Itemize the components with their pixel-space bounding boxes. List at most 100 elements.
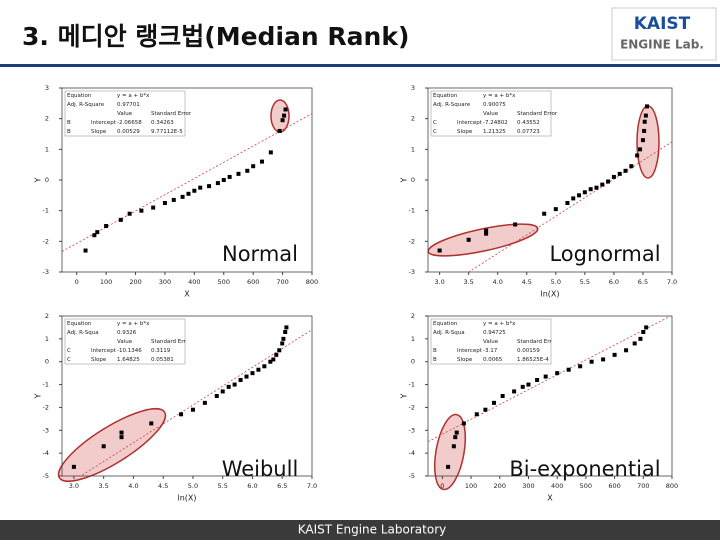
data-point xyxy=(227,174,232,179)
data-point xyxy=(268,150,273,155)
data-point xyxy=(542,211,547,216)
data-point xyxy=(95,230,100,235)
x-tick-label: 3.0 xyxy=(434,278,444,286)
fit-table-cell: y = a + b*x xyxy=(117,321,150,327)
y-tick-label: 0 xyxy=(411,176,415,184)
fit-table-cell: Slope xyxy=(457,129,473,135)
data-point xyxy=(277,128,282,133)
x-tick-label: 5.0 xyxy=(551,278,561,286)
plot-frame xyxy=(427,315,673,477)
data-point xyxy=(280,118,285,123)
fit-table-cell: 0.00159 xyxy=(517,348,540,354)
y-tick-label: -4 xyxy=(409,449,415,457)
header-rule xyxy=(0,64,720,67)
data-point xyxy=(520,384,525,389)
y-tick-label: 2 xyxy=(411,115,415,123)
data-point xyxy=(535,378,540,382)
y-tick-label: -3 xyxy=(43,268,49,276)
data-point xyxy=(451,444,456,449)
fit-table-cell: B xyxy=(67,120,71,126)
fit-table-cell: Value xyxy=(117,339,133,345)
data-point xyxy=(256,367,261,372)
fit-table-cell: Equation xyxy=(433,93,458,99)
data-point xyxy=(543,374,548,379)
highlight xyxy=(636,105,660,179)
y-tick-label: -1 xyxy=(43,207,49,215)
y-tick-label: -5 xyxy=(43,472,49,480)
fit-table-cell: C xyxy=(433,129,437,135)
y-tick-label: 1 xyxy=(45,335,49,343)
data-point xyxy=(638,336,643,341)
data-point xyxy=(571,196,576,201)
y-tick-label: -2 xyxy=(43,237,49,245)
fit-table-cell: Equation xyxy=(433,321,458,327)
y-axis-label: Y xyxy=(34,393,43,399)
logo-box xyxy=(611,7,717,61)
data-point xyxy=(149,421,154,426)
fit-line xyxy=(62,113,312,252)
fit-table-cell: 0.97701 xyxy=(117,102,140,108)
data-point xyxy=(119,435,124,440)
data-point xyxy=(555,371,560,376)
chart-panel: 3.0 3.5 4.0 4.5 5.0 5.5 6.0 6.5 7.0 -3 -2 -1 0 1 2 3 ln(… xyxy=(400,84,678,299)
data-point xyxy=(250,371,255,376)
slide-title: 3. 메디안 랭크법(Median Rank) xyxy=(22,22,409,51)
fit-table-cell: B xyxy=(67,129,71,135)
x-axis-label: ln(X) xyxy=(540,290,559,299)
fit-table-cell: C xyxy=(433,120,437,126)
x-tick-label: 200 xyxy=(494,482,506,490)
data-point xyxy=(644,325,649,330)
x-tick-label: 100 xyxy=(465,482,477,490)
data-point xyxy=(202,400,207,405)
fit-table-cell: 0.34263 xyxy=(151,120,174,126)
data-point xyxy=(198,185,203,190)
x-tick-label: 5.5 xyxy=(218,482,228,490)
y-axis-label: Y xyxy=(34,177,43,183)
data-point xyxy=(632,341,637,346)
data-point xyxy=(282,113,287,118)
fit-table-cell: 1.86525E-4 xyxy=(517,357,549,363)
x-tick-label: 300 xyxy=(522,482,534,490)
data-point xyxy=(162,201,167,205)
data-point xyxy=(589,359,594,364)
fit-table-cell: 0.9326 xyxy=(117,330,137,336)
data-point xyxy=(641,330,646,334)
data-point xyxy=(578,364,583,369)
distribution-label: Weibull xyxy=(222,457,299,481)
y-tick-label: 3 xyxy=(411,84,415,92)
data-point xyxy=(484,228,489,233)
data-point xyxy=(283,330,288,334)
fit-table-cell: 0.43552 xyxy=(517,120,540,126)
footer-text: KAIST Engine Laboratory xyxy=(298,523,446,537)
chart-panel: 0 100 200 300 400 500 600 700 800 -3 -2 -1 0 1 2 3 X Y Equ… xyxy=(34,84,319,299)
x-tick-label: 5.5 xyxy=(580,278,590,286)
data-point xyxy=(638,147,643,152)
fit-table-cell: Adj. R-Squa xyxy=(433,330,465,336)
data-point xyxy=(262,364,267,369)
fit-table-cell: y = a + b*x xyxy=(117,93,150,99)
x-axis-label: X xyxy=(184,290,190,299)
fit-table-cell: 0.05381 xyxy=(151,357,174,363)
fit-table-cell: Value xyxy=(483,339,499,345)
x-tick-label: 6.5 xyxy=(277,482,287,490)
x-tick-label: 7.0 xyxy=(307,482,317,490)
fit-table-cell: Intercept xyxy=(457,120,483,126)
x-tick-label: 3.5 xyxy=(98,482,108,490)
data-point xyxy=(454,430,459,435)
data-point xyxy=(635,153,640,158)
fit-table-cell: -3.17 xyxy=(483,348,498,354)
x-tick-label: 800 xyxy=(306,278,318,286)
data-point xyxy=(553,207,558,212)
x-tick-label: 500 xyxy=(580,482,592,490)
data-point xyxy=(101,444,106,449)
data-point xyxy=(118,217,123,222)
chart-panel: 0 100 200 300 400 500 600 700 800 -5 -4 -3 -2 -1 0 1 2 X Y… xyxy=(400,312,679,503)
data-point xyxy=(483,407,488,412)
distribution-label: Normal xyxy=(222,242,298,266)
fit-table-cell: Intercept xyxy=(91,348,117,354)
x-tick-label: 3.5 xyxy=(463,278,473,286)
data-point xyxy=(214,394,219,398)
data-point xyxy=(642,119,647,124)
data-point xyxy=(190,407,195,412)
fit-table-cell: Standard Err xyxy=(517,339,552,345)
